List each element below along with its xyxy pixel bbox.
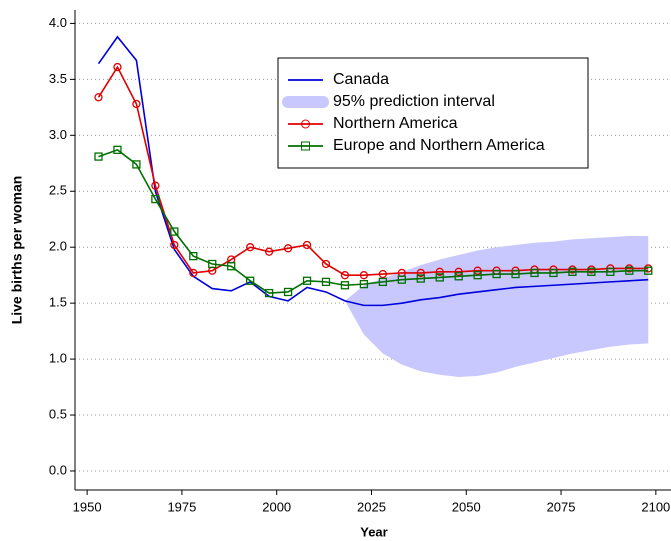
- marker: [189, 268, 198, 278]
- marker: [321, 277, 331, 287]
- legend: Canada 95% prediction interval Northern Am…: [277, 57, 589, 169]
- marker: [359, 279, 369, 289]
- marker: [416, 268, 425, 278]
- marker: [94, 152, 103, 161]
- marker: [454, 267, 463, 276]
- series-line: [98, 148, 649, 294]
- marker: [321, 259, 331, 269]
- x-tick-label: 1975: [167, 499, 196, 514]
- marker: [473, 271, 482, 280]
- marker: [151, 181, 160, 190]
- marker: [644, 266, 653, 275]
- marker: [359, 271, 369, 280]
- x-tick-label: 2025: [357, 499, 386, 514]
- marker: [302, 240, 312, 250]
- marker: [397, 275, 406, 284]
- marker: [170, 227, 179, 236]
- marker: [340, 281, 350, 290]
- marker: [416, 274, 425, 283]
- marker: [625, 266, 634, 275]
- marker: [246, 243, 255, 252]
- marker: [208, 259, 217, 269]
- x-tick-label: 2100: [641, 499, 670, 514]
- legend-marker: [301, 119, 310, 129]
- legend-box: [277, 57, 589, 169]
- marker: [132, 99, 141, 109]
- x-tick-label: 2075: [547, 499, 576, 514]
- marker: [113, 62, 122, 72]
- marker: [264, 247, 274, 256]
- x-axis-label: Year: [360, 524, 387, 539]
- y-tick-label: 1.0: [49, 351, 67, 366]
- marker: [530, 268, 539, 278]
- marker: [283, 244, 293, 253]
- marker: [246, 276, 255, 285]
- marker: [264, 288, 274, 298]
- legend-label: Northern America: [333, 115, 458, 132]
- legend-label: 95% prediction interval: [333, 93, 495, 110]
- y-tick-label: 3.5: [49, 71, 67, 86]
- y-tick-label: 1.5: [49, 295, 67, 310]
- marker: [511, 269, 520, 279]
- marker: [549, 268, 558, 278]
- x-tick-label: 1950: [73, 499, 102, 514]
- marker: [170, 240, 179, 250]
- marker: [378, 277, 388, 287]
- marker: [435, 267, 444, 276]
- y-axis-label: Live births per woman: [9, 176, 25, 325]
- marker: [473, 266, 482, 275]
- marker: [113, 145, 122, 155]
- marker: [283, 287, 293, 297]
- marker: [94, 93, 103, 102]
- y-tick-label: 0.5: [49, 406, 67, 421]
- marker: [378, 269, 388, 279]
- y-tick-label: 2.5: [49, 183, 67, 198]
- marker: [492, 269, 501, 279]
- prediction-band: [344, 236, 649, 377]
- marker: [132, 160, 141, 169]
- marker: [454, 272, 463, 281]
- y-tick-label: 2.0: [49, 239, 67, 254]
- legend-label: Europe and Northern America: [333, 137, 545, 154]
- x-tick-label: 2000: [262, 499, 291, 514]
- marker: [151, 194, 160, 204]
- y-tick-label: 0.0: [49, 462, 67, 477]
- marker: [227, 262, 236, 271]
- legend-marker: [301, 141, 310, 151]
- marker: [189, 252, 198, 261]
- marker: [568, 267, 577, 276]
- marker: [587, 267, 596, 276]
- marker: [340, 271, 350, 280]
- marker: [302, 276, 312, 285]
- y-tick-label: 4.0: [49, 15, 67, 30]
- marker: [606, 267, 615, 276]
- y-tick-label: 3.0: [49, 127, 67, 142]
- legend-label: Canada: [333, 71, 389, 88]
- marker: [435, 273, 444, 282]
- x-tick-label: 2050: [452, 499, 481, 514]
